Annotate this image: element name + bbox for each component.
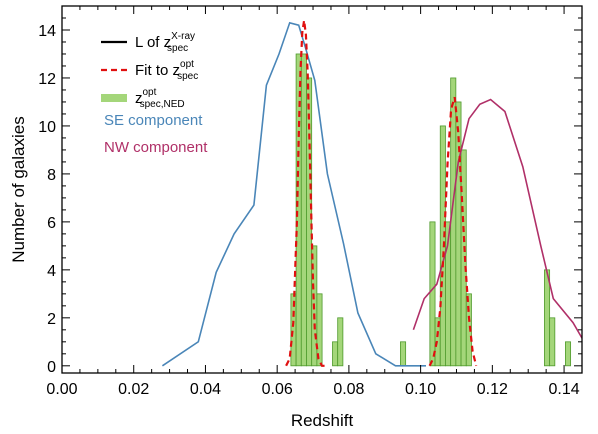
x-tick-label: 0.14	[548, 381, 579, 398]
y-tick-label: 8	[47, 167, 56, 184]
legend-text-entry: SE component	[104, 112, 203, 129]
x-tick-label: 0.10	[405, 381, 436, 398]
legend-entry: Fit to zopt spec	[101, 59, 198, 82]
histogram-bar	[544, 269, 551, 367]
histogram-bar	[337, 317, 344, 367]
fit-to-z-spec-opt-line-2	[428, 96, 478, 367]
legend-label: L of zX-ray spec	[135, 31, 195, 54]
y-tick-label: 10	[38, 119, 56, 136]
legend: L of zX-ray spec Fit to zopt spec zopt spec,N…	[101, 31, 208, 156]
y-tick-label: 12	[38, 71, 56, 88]
y-tick-label: 2	[47, 311, 56, 328]
histogram-bar	[565, 341, 572, 367]
y-tick-label: 4	[47, 263, 56, 280]
se-component-line	[161, 21, 426, 367]
legend-label: Fit to zopt spec	[135, 59, 198, 82]
x-tick-label: 0.00	[46, 381, 77, 398]
x-tick-label: 0.04	[190, 381, 221, 398]
y-tick-label: 0	[47, 359, 56, 376]
histogram-bar	[549, 317, 556, 367]
histogram-bar	[460, 149, 467, 367]
x-axis-label: Redshift	[291, 411, 354, 430]
histogram-bar	[332, 341, 339, 367]
x-tick-label: 0.12	[477, 381, 508, 398]
y-axis-ticks: 0 2 4 6 8 10 12 14	[38, 17, 582, 376]
histogram-bar	[316, 293, 323, 367]
y-tick-label: 14	[38, 23, 56, 40]
legend-label: zopt spec,NED	[135, 87, 185, 110]
y-axis-label: Number of galaxies	[9, 116, 28, 262]
histogram-bar	[400, 341, 407, 367]
legend-entry: zopt spec,NED	[101, 87, 185, 110]
legend-text-entry: NW component	[104, 139, 208, 156]
histogram-bar	[300, 53, 307, 367]
legend-swatch-bar	[101, 94, 127, 102]
histogram-bar	[465, 293, 472, 367]
histogram-bar	[429, 221, 436, 367]
fit-to-z-spec-opt-line	[285, 20, 326, 367]
y-tick-label: 6	[47, 215, 56, 232]
x-axis-ticks: 0.00 0.02 0.04 0.06 0.08 0.10 0.12 0.14	[46, 6, 580, 398]
x-tick-label: 0.08	[333, 381, 364, 398]
x-tick-label: 0.02	[118, 381, 149, 398]
plot-frame	[61, 5, 583, 374]
histogram-bars	[290, 53, 572, 367]
histogram-bar	[306, 77, 313, 367]
legend-entry: L of zX-ray spec	[101, 31, 195, 54]
series-lines	[161, 20, 582, 367]
histogram-bar	[450, 77, 457, 367]
x-tick-label: 0.06	[262, 381, 293, 398]
histogram-bar	[295, 53, 302, 367]
nw-component-line	[412, 98, 582, 340]
